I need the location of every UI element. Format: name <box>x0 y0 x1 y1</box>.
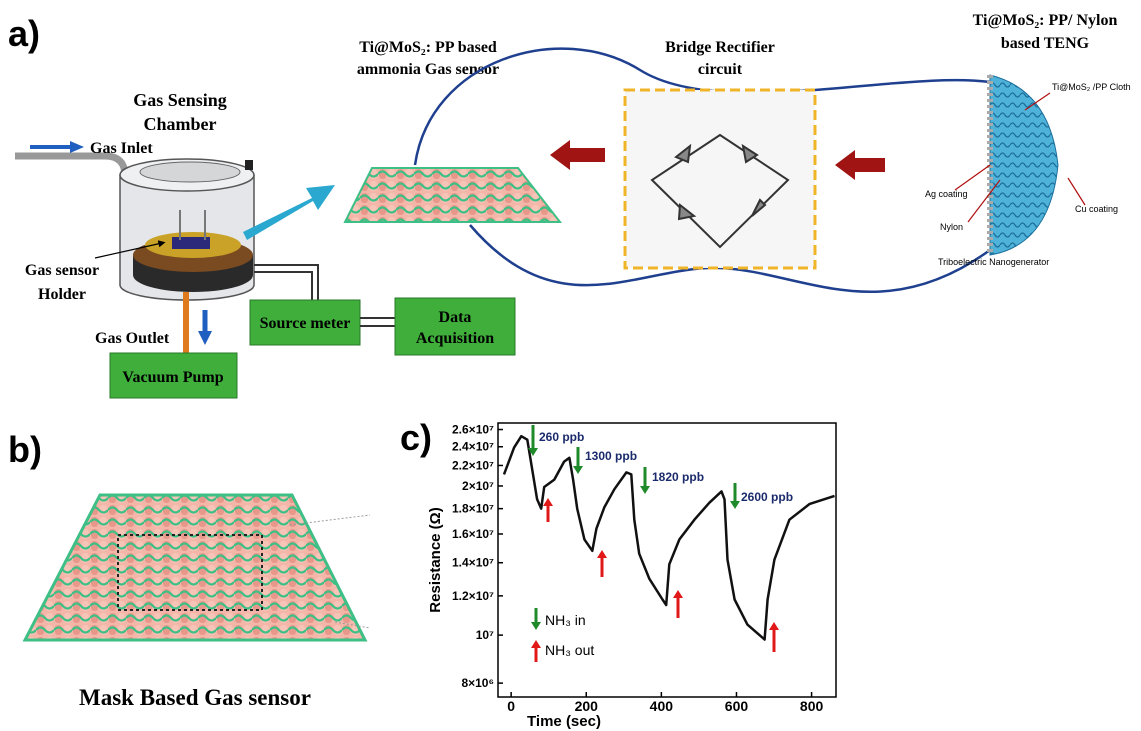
mask-mesh <box>25 495 365 640</box>
y-tick-label: 1.8×10⁷ <box>452 502 494 516</box>
x-tick-label: 800 <box>800 698 824 714</box>
rectifier-title: circuit <box>698 61 743 78</box>
x-tick-label: 400 <box>650 698 674 714</box>
arrow-head <box>769 622 779 630</box>
arrow-head <box>531 622 541 630</box>
teng-label: Triboelectric Nanogenerator <box>938 257 1049 267</box>
source-meter: Source meter <box>260 315 351 332</box>
cable <box>254 265 318 300</box>
y-tick-label: 10⁷ <box>476 628 494 642</box>
teng-title: based TENG <box>1001 35 1090 52</box>
vacuum-pump: Vacuum Pump <box>122 369 223 386</box>
sensor-title: ammonia Gas sensor <box>357 61 499 78</box>
sensor-title: Ti@MoS₂: PP based <box>359 39 497 56</box>
annotation: 260 ppb <box>539 430 584 444</box>
arrow-head <box>640 486 650 494</box>
x-axis-label: Time (sec) <box>527 713 601 730</box>
arrow-head <box>531 640 541 648</box>
y-tick-label: 2×10⁷ <box>462 479 494 493</box>
arrow-head <box>673 590 683 598</box>
x-tick-label: 200 <box>575 698 599 714</box>
annotation: 1820 ppb <box>652 470 704 484</box>
chamber-title: Chamber <box>144 114 217 134</box>
red-arrow <box>550 140 605 170</box>
rectifier-title: Bridge Rectifier <box>665 39 775 56</box>
y-axis-label: Resistance (Ω) <box>427 507 444 612</box>
data-line <box>504 436 835 639</box>
teng-label: Ti@MoS₂ /PP Cloth <box>1052 82 1131 92</box>
sensor-holder: Gas sensor <box>25 262 99 279</box>
caption: Mask Based Gas sensor <box>79 685 311 710</box>
inlet-pipe <box>15 156 125 176</box>
cable <box>360 318 395 326</box>
gas-inlet: Gas Inlet <box>90 140 153 157</box>
teng-label: Cu coating <box>1075 204 1118 214</box>
outlet-arrow-head <box>198 331 212 345</box>
y-tick-label: 2.4×10⁷ <box>452 440 494 454</box>
y-tick-label: 2.6×10⁷ <box>452 423 494 437</box>
panel-label: a) <box>8 13 40 54</box>
cyan-arrow <box>243 185 335 240</box>
y-tick-label: 1.2×10⁷ <box>452 589 494 603</box>
arrow-head <box>597 550 607 558</box>
y-tick-label: 2.2×10⁷ <box>452 458 494 472</box>
legend-text: NH₃ out <box>545 642 594 658</box>
chamber-title: Gas Sensing <box>133 90 227 110</box>
y-tick-label: 8×10⁶ <box>461 676 494 690</box>
chamber <box>120 159 254 300</box>
sensor-holder: Holder <box>38 286 86 303</box>
teng-title: Ti@MoS₂: PP/ Nylon <box>973 12 1118 29</box>
x-tick-label: 0 <box>507 698 515 714</box>
y-tick-label: 1.6×10⁷ <box>452 527 494 541</box>
data-acquisition: Data <box>439 309 472 326</box>
sensor-mesh <box>345 168 560 222</box>
x-tick-label: 600 <box>725 698 749 714</box>
data-acquisition: Acquisition <box>416 330 494 347</box>
panel-label: c) <box>400 417 432 458</box>
y-tick-label: 1.4×10⁷ <box>452 556 494 570</box>
arrow-head <box>543 498 553 506</box>
annotation: 2600 ppb <box>741 490 793 504</box>
teng-label: Nylon <box>940 222 963 232</box>
outlet-pipe <box>183 292 189 354</box>
arrow-head <box>573 466 583 474</box>
arrow-head <box>730 501 740 509</box>
gas-outlet: Gas Outlet <box>95 330 170 347</box>
annotation: 1300 ppb <box>585 449 637 463</box>
red-arrow <box>835 150 885 180</box>
legend-text: NH₃ in <box>545 612 586 628</box>
inlet-arrow-head <box>70 141 84 153</box>
teng <box>990 75 1058 255</box>
teng-label: Ag coating <box>925 189 968 199</box>
figure: a) Gas Sensing Chamber Gas Inlet Gas sen… <box>0 0 1141 731</box>
panel-label: b) <box>8 429 42 470</box>
